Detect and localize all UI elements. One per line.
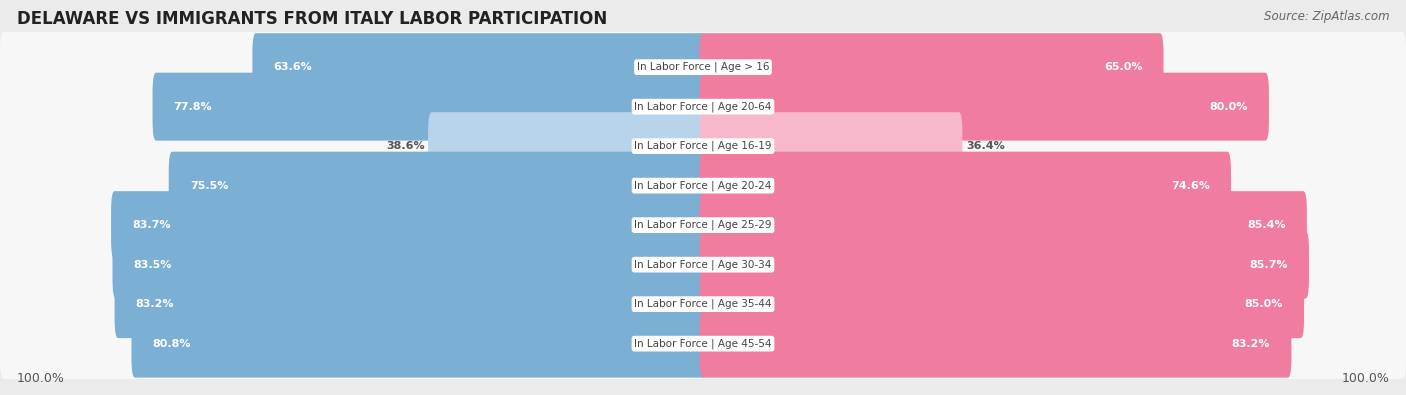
FancyBboxPatch shape	[700, 270, 1305, 338]
FancyBboxPatch shape	[112, 231, 707, 299]
Text: 65.0%: 65.0%	[1104, 62, 1142, 72]
Text: DELAWARE VS IMMIGRANTS FROM ITALY LABOR PARTICIPATION: DELAWARE VS IMMIGRANTS FROM ITALY LABOR …	[17, 10, 607, 28]
Text: 80.0%: 80.0%	[1209, 102, 1249, 112]
Text: 83.5%: 83.5%	[134, 260, 172, 270]
FancyBboxPatch shape	[700, 191, 1308, 259]
Text: In Labor Force | Age > 16: In Labor Force | Age > 16	[637, 62, 769, 72]
FancyBboxPatch shape	[700, 112, 962, 180]
Text: 85.0%: 85.0%	[1244, 299, 1282, 309]
FancyBboxPatch shape	[700, 73, 1268, 141]
Text: In Labor Force | Age 30-34: In Labor Force | Age 30-34	[634, 260, 772, 270]
FancyBboxPatch shape	[700, 33, 1164, 101]
FancyBboxPatch shape	[0, 269, 1406, 339]
Text: 83.2%: 83.2%	[1232, 339, 1271, 349]
FancyBboxPatch shape	[0, 308, 1406, 379]
Text: 74.6%: 74.6%	[1171, 181, 1209, 191]
Text: 100.0%: 100.0%	[1341, 372, 1389, 385]
FancyBboxPatch shape	[0, 229, 1406, 300]
Text: 63.6%: 63.6%	[273, 62, 312, 72]
Text: In Labor Force | Age 35-44: In Labor Force | Age 35-44	[634, 299, 772, 309]
FancyBboxPatch shape	[253, 33, 707, 101]
Text: 38.6%: 38.6%	[387, 141, 425, 151]
Text: 100.0%: 100.0%	[17, 372, 65, 385]
FancyBboxPatch shape	[132, 310, 707, 378]
Text: Source: ZipAtlas.com: Source: ZipAtlas.com	[1264, 10, 1389, 23]
Text: 85.7%: 85.7%	[1250, 260, 1288, 270]
FancyBboxPatch shape	[0, 71, 1406, 142]
Text: 83.2%: 83.2%	[135, 299, 174, 309]
FancyBboxPatch shape	[700, 310, 1292, 378]
Text: 36.4%: 36.4%	[966, 141, 1005, 151]
FancyBboxPatch shape	[427, 112, 707, 180]
Text: 75.5%: 75.5%	[190, 181, 228, 191]
FancyBboxPatch shape	[153, 73, 707, 141]
Text: In Labor Force | Age 16-19: In Labor Force | Age 16-19	[634, 141, 772, 151]
FancyBboxPatch shape	[114, 270, 707, 338]
Text: 77.8%: 77.8%	[173, 102, 212, 112]
FancyBboxPatch shape	[700, 152, 1232, 220]
Text: In Labor Force | Age 20-24: In Labor Force | Age 20-24	[634, 181, 772, 191]
Text: In Labor Force | Age 25-29: In Labor Force | Age 25-29	[634, 220, 772, 230]
FancyBboxPatch shape	[0, 190, 1406, 261]
Text: 83.7%: 83.7%	[132, 220, 170, 230]
Text: 85.4%: 85.4%	[1247, 220, 1286, 230]
FancyBboxPatch shape	[0, 150, 1406, 221]
FancyBboxPatch shape	[700, 231, 1309, 299]
FancyBboxPatch shape	[0, 32, 1406, 102]
Text: In Labor Force | Age 20-64: In Labor Force | Age 20-64	[634, 102, 772, 112]
FancyBboxPatch shape	[169, 152, 707, 220]
FancyBboxPatch shape	[0, 111, 1406, 182]
Text: In Labor Force | Age 45-54: In Labor Force | Age 45-54	[634, 339, 772, 349]
Text: 80.8%: 80.8%	[153, 339, 191, 349]
FancyBboxPatch shape	[111, 191, 707, 259]
